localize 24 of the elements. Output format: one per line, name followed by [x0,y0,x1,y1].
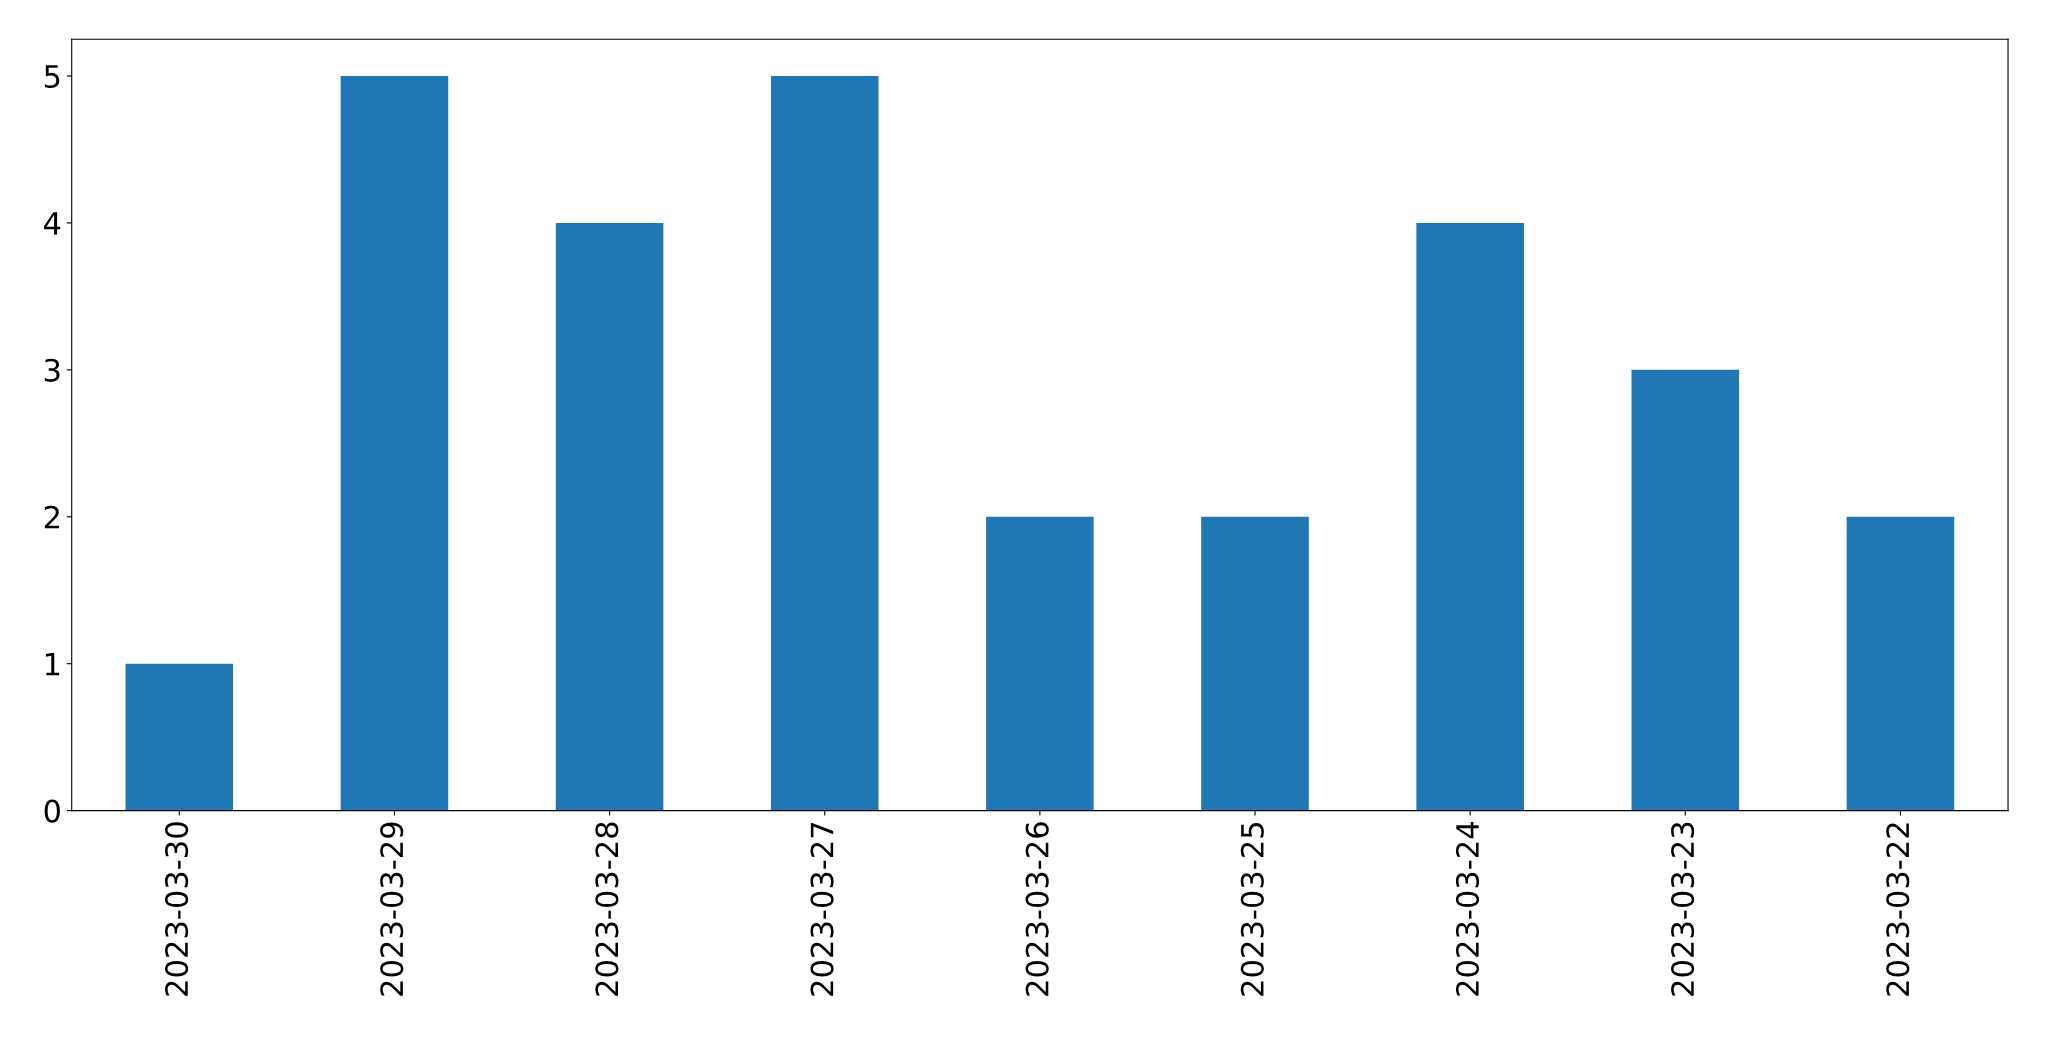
x-tick-label: 2023-03-24 [1455,822,1480,996]
x-tick-label: 2023-03-29 [380,822,404,996]
bar [986,516,1094,811]
y-tick-label: 2 [44,505,59,529]
bar [555,222,664,811]
bar [340,75,449,811]
x-tick-label: 2023-03-22 [1886,823,1910,996]
bar [1846,516,1955,811]
bar [125,663,234,811]
x-tick-label: 2023-03-27 [810,822,834,996]
bar [1631,369,1740,811]
x-tick-label: 2023-03-26 [1025,822,1049,996]
y-tick-label: 1 [45,653,60,676]
bar [1416,222,1524,811]
y-tick-label: 5 [44,65,60,89]
bar [1201,516,1309,811]
bar [770,75,879,811]
y-tick-label: 0 [44,799,60,823]
x-tick-label: 2023-03-23 [1671,822,1695,996]
x-tick-label: 2023-03-30 [165,822,189,996]
x-tick-label: 2023-03-25 [1240,823,1264,996]
y-tick-label: 4 [44,212,61,235]
x-tick-label: 2023-03-28 [595,822,619,996]
y-tick-label: 3 [44,358,60,382]
